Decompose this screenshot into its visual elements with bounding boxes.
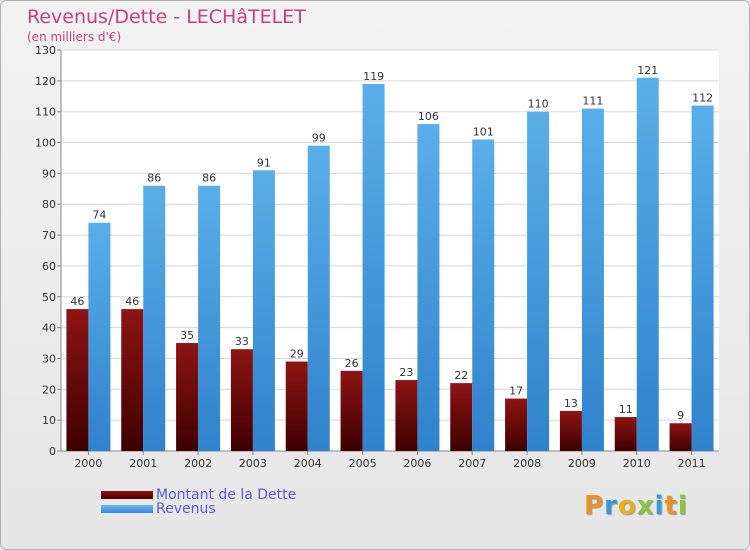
legend: Montant de la Dette Revenus <box>101 487 297 517</box>
bar-dette <box>450 383 473 451</box>
bar-dette <box>121 309 144 451</box>
bar-dette <box>669 423 692 451</box>
bar-dette <box>176 343 199 451</box>
bar-dette <box>505 398 528 451</box>
plot-area <box>61 50 719 451</box>
bar-dette <box>66 309 89 451</box>
bar-dette-label: 46 <box>70 295 84 308</box>
x-tick-label: 2003 <box>239 457 267 470</box>
bar-revenus <box>472 139 495 451</box>
bar-revenus-label: 101 <box>473 125 494 138</box>
bar-dette-label: 13 <box>564 397 578 410</box>
legend-swatch-revenus <box>101 505 153 513</box>
bar-revenus <box>417 124 440 452</box>
bar-revenus <box>691 105 714 452</box>
legend-label-revenus: Revenus <box>156 501 216 517</box>
bar-dette <box>559 410 582 451</box>
y-tick-label: 70 <box>42 229 56 242</box>
bar-revenus-label: 86 <box>202 172 216 185</box>
legend-item-dette: Montant de la Dette <box>101 487 297 503</box>
bar-revenus-label: 99 <box>312 132 326 145</box>
y-tick-label: 120 <box>35 75 56 88</box>
bar-revenus-label: 91 <box>257 156 271 169</box>
bar-dette-label: 26 <box>345 357 359 370</box>
bar-revenus <box>581 108 604 451</box>
bar-revenus-label: 74 <box>92 209 106 222</box>
y-tick-label: 100 <box>35 137 56 150</box>
bar-revenus-label: 121 <box>637 64 658 77</box>
bar-revenus <box>527 111 550 451</box>
y-tick-label: 40 <box>42 322 56 335</box>
bar-revenus-label: 112 <box>692 92 713 105</box>
bar-dette-label: 33 <box>235 335 249 348</box>
y-tick-label: 50 <box>42 291 56 304</box>
legend-item-revenus: Revenus <box>101 501 296 517</box>
y-tick-label: 60 <box>42 260 56 273</box>
bar-dette <box>340 370 363 451</box>
y-tick-label: 0 <box>49 445 56 458</box>
bar-dette-label: 9 <box>677 409 684 422</box>
bar-dette-label: 46 <box>125 295 139 308</box>
bar-revenus <box>362 83 385 451</box>
x-tick-label: 2001 <box>129 457 157 470</box>
bar-dette-label: 35 <box>180 329 194 342</box>
bar-revenus <box>307 145 330 451</box>
x-tick-label: 2004 <box>294 457 322 470</box>
bar-revenus <box>252 170 275 452</box>
bar-revenus-label: 119 <box>363 70 384 83</box>
bar-dette <box>395 380 418 451</box>
bar-revenus-label: 86 <box>147 172 161 185</box>
bar-revenus-label: 111 <box>582 95 603 108</box>
bar-dette-label: 22 <box>454 369 468 382</box>
x-tick-label: 2010 <box>623 457 651 470</box>
y-tick-label: 30 <box>42 352 56 365</box>
bar-dette-label: 11 <box>619 403 633 416</box>
x-tick-label: 2009 <box>568 457 596 470</box>
x-tick-label: 2008 <box>513 457 541 470</box>
x-tick-label: 2005 <box>349 457 377 470</box>
x-tick-label: 2007 <box>458 457 486 470</box>
x-tick-label: 2011 <box>678 457 706 470</box>
legend-label-dette: Montant de la Dette <box>156 487 297 503</box>
x-tick-label: 2006 <box>403 457 431 470</box>
bar-revenus <box>198 185 221 451</box>
y-tick-label: 10 <box>42 414 56 427</box>
bar-dette-label: 17 <box>509 385 523 398</box>
y-tick-label: 20 <box>42 383 56 396</box>
y-tick-label: 80 <box>42 198 56 211</box>
bar-revenus <box>143 185 166 451</box>
x-tick-label: 2002 <box>184 457 212 470</box>
chart-subtitle: (en milliers d'€) <box>27 30 122 44</box>
x-tick-label: 2000 <box>74 457 102 470</box>
bar-revenus <box>636 77 659 451</box>
bar-dette-label: 29 <box>290 348 304 361</box>
bar-revenus <box>88 222 111 451</box>
bar-dette-label: 23 <box>399 366 413 379</box>
bar-dette <box>285 361 308 451</box>
y-tick-label: 130 <box>35 44 56 57</box>
bar-dette <box>614 417 637 451</box>
bar-dette <box>230 349 253 451</box>
legend-swatch-dette <box>101 491 153 499</box>
proxiti-logo: Proxiti <box>584 491 688 521</box>
y-tick-label: 110 <box>35 106 56 119</box>
y-tick-label: 90 <box>42 167 56 180</box>
bar-revenus-label: 110 <box>528 98 549 111</box>
chart-title: Revenus/Dette - LECHâTELET <box>27 6 306 28</box>
bar-revenus-label: 106 <box>418 110 439 123</box>
